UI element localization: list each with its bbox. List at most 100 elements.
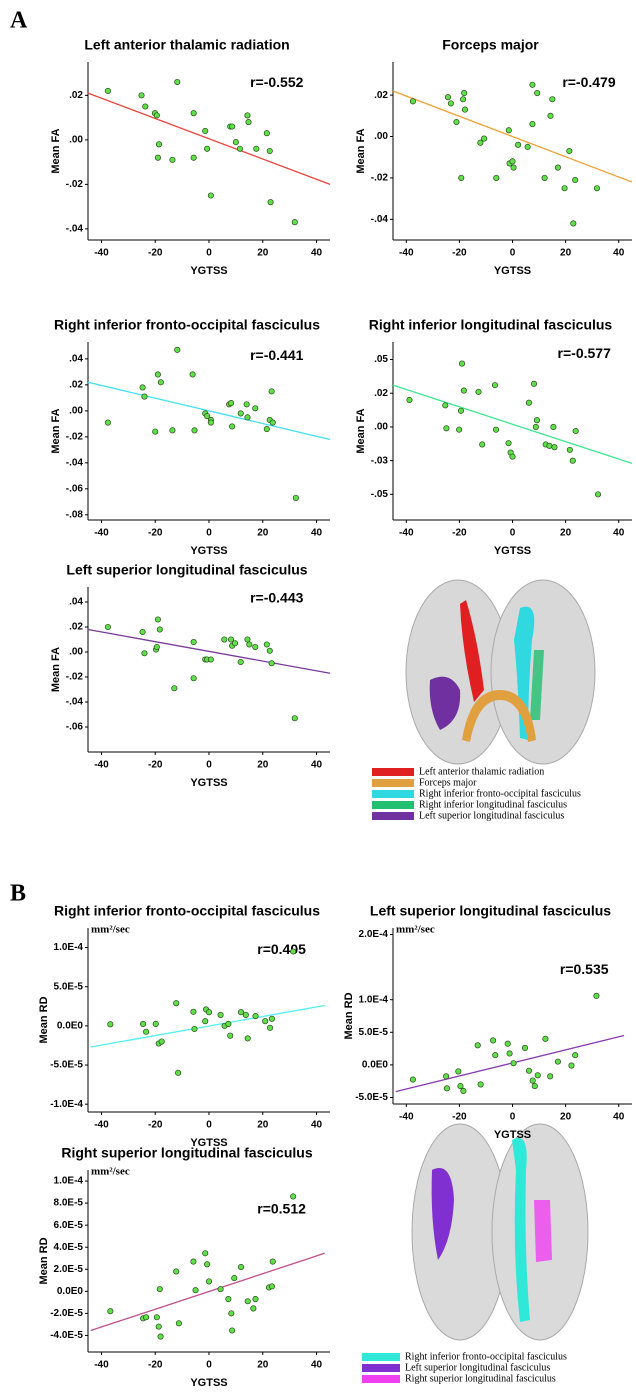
data-point: [524, 143, 531, 150]
data-point: [291, 219, 298, 226]
data-point: [141, 393, 148, 400]
data-point: [104, 87, 111, 94]
data-point: [204, 413, 211, 420]
data-point: [153, 112, 160, 119]
data-point: [157, 379, 164, 386]
x-tick-label: -40: [94, 248, 109, 259]
data-point: [479, 441, 486, 448]
data-point: [190, 1008, 197, 1015]
x-tick-label: 0: [510, 528, 516, 539]
x-tick-label: 20: [560, 528, 572, 539]
y-tick-label: -4.0E-5: [50, 1330, 83, 1341]
correlation-label: r=0.405: [257, 941, 306, 957]
correlation-label: r=0.512: [257, 1201, 306, 1217]
x-tick-label: -20: [452, 528, 467, 539]
legend-swatch: [372, 768, 414, 776]
data-point: [143, 1028, 150, 1035]
data-point: [190, 110, 197, 117]
data-point: [237, 1009, 245, 1016]
data-point: [456, 426, 463, 433]
data-point: [453, 118, 460, 126]
y-tick-label: -.02: [66, 431, 84, 442]
x-axis-label: YGTSS: [190, 777, 227, 789]
legend-swatch: [372, 801, 414, 809]
data-point: [561, 185, 568, 192]
data-point: [244, 1035, 251, 1042]
unit-label: mm²/sec: [396, 924, 435, 936]
data-point: [107, 1021, 114, 1028]
x-tick-label: 0: [510, 1112, 516, 1123]
x-axis-label: YGTSS: [494, 265, 531, 277]
data-point: [104, 623, 111, 631]
x-tick-label: 40: [613, 1112, 625, 1123]
data-point: [442, 402, 449, 409]
data-point: [245, 119, 252, 126]
data-point: [174, 78, 181, 86]
data-point: [504, 1040, 511, 1047]
x-tick-label: -40: [94, 1120, 109, 1131]
x-tick-label: -40: [399, 528, 414, 539]
data-point: [143, 1314, 150, 1321]
legend-label: Left superior longitudinal fasciculus: [419, 810, 564, 821]
data-point: [525, 399, 533, 406]
data-point: [139, 628, 146, 636]
data-point: [266, 1024, 274, 1031]
data-point: [551, 444, 558, 451]
y-axis-label: Mean FA: [50, 408, 62, 453]
data-point: [490, 1037, 497, 1044]
data-point: [493, 174, 500, 181]
data-point: [217, 1286, 224, 1293]
data-point: [244, 636, 251, 643]
chart-title: Left superior longitudinal fasciculus: [370, 903, 611, 919]
data-point: [169, 156, 176, 163]
y-tick-label: -5.0E-5: [355, 1092, 388, 1103]
data-point: [263, 130, 270, 137]
data-point: [529, 1077, 536, 1084]
y-tick-label: -.04: [371, 214, 389, 225]
y-axis-label: Mean FA: [355, 128, 367, 173]
x-tick-label: -20: [148, 1360, 163, 1371]
data-point: [175, 1320, 182, 1327]
y-tick-label: 0.0E0: [57, 1286, 84, 1297]
data-point: [569, 457, 576, 464]
data-point: [457, 1083, 464, 1090]
y-axis-label: Mean FA: [50, 647, 62, 692]
data-point: [542, 1035, 549, 1042]
data-point: [594, 491, 602, 498]
legend-swatch: [362, 1375, 400, 1383]
data-point: [225, 1296, 232, 1303]
data-point: [153, 643, 160, 651]
data-point: [566, 147, 573, 155]
legend-label: Left superior longitudinal fasciculus: [405, 1362, 550, 1373]
data-point: [152, 1020, 159, 1027]
legend-swatch: [372, 790, 414, 798]
x-tick-label: 20: [560, 248, 572, 259]
data-point: [154, 154, 161, 161]
y-tick-label: .00: [69, 406, 83, 417]
data-point: [529, 121, 536, 128]
data-point: [232, 139, 239, 146]
data-point: [207, 192, 214, 199]
data-point: [268, 660, 275, 667]
data-point: [157, 1333, 164, 1340]
data-point: [191, 427, 198, 434]
data-point: [458, 360, 466, 367]
data-point: [190, 154, 197, 161]
data-point: [534, 89, 541, 97]
data-point: [492, 426, 500, 433]
data-point: [154, 371, 161, 378]
data-point: [262, 1018, 269, 1025]
data-point: [204, 145, 211, 152]
x-axis-label: YGTSS: [494, 545, 531, 557]
data-point: [190, 638, 197, 646]
legend-swatch: [362, 1364, 400, 1372]
data-point: [246, 641, 253, 648]
data-point: [461, 89, 468, 97]
x-tick-label: 20: [257, 760, 269, 771]
data-point: [510, 1060, 517, 1067]
y-tick-label: -.02: [66, 179, 84, 190]
y-tick-label: -.04: [66, 224, 84, 235]
data-point: [138, 92, 145, 99]
data-point: [572, 427, 579, 435]
data-point: [231, 1275, 238, 1282]
